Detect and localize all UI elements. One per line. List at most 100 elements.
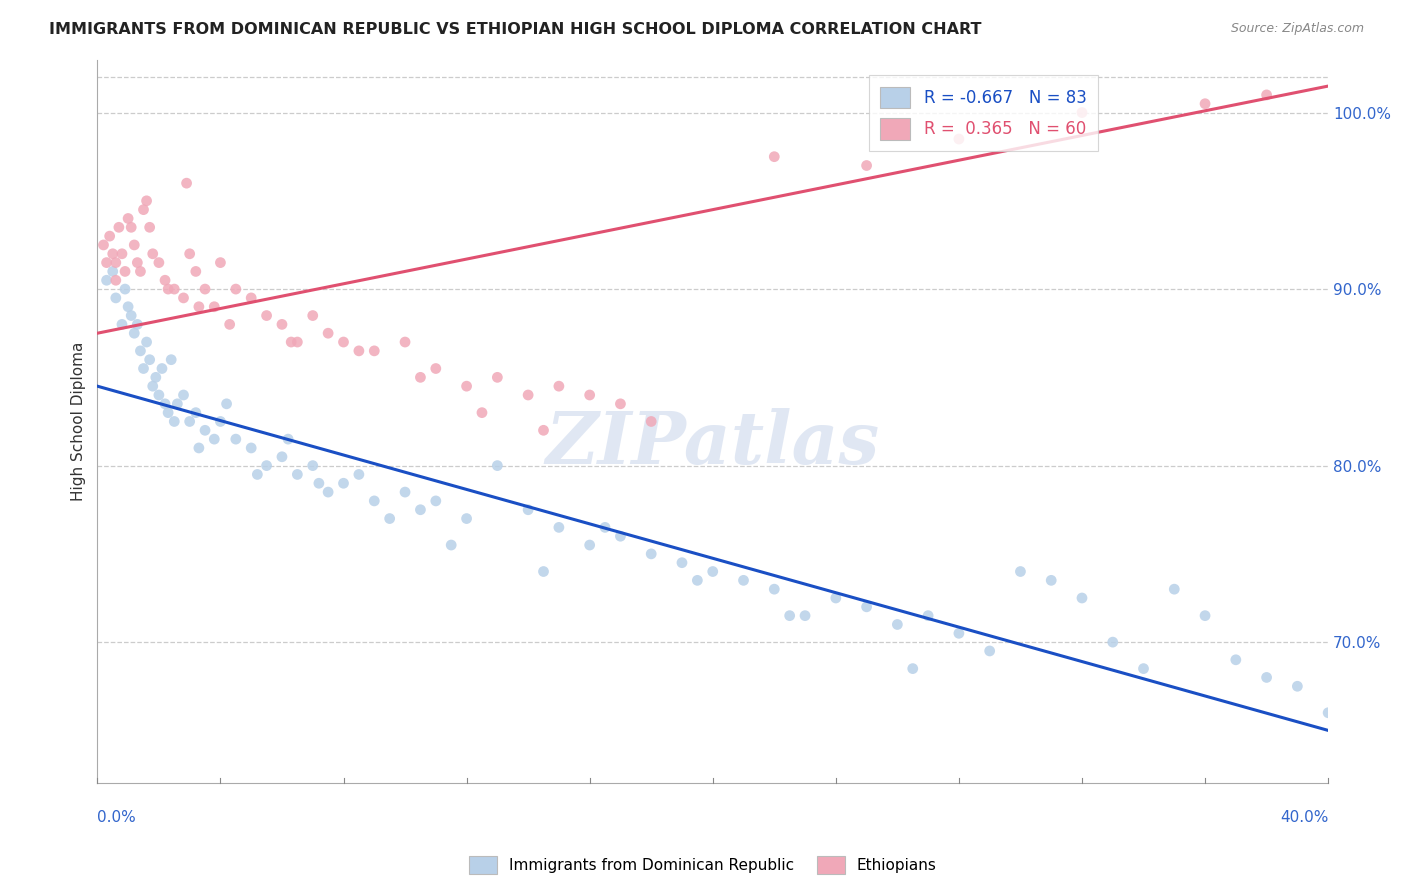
Point: [1286, 679, 1309, 693]
Point: [104, 255, 127, 269]
Point: [763, 582, 786, 597]
Point: [301, 458, 323, 473]
Text: Source: ZipAtlas.com: Source: ZipAtlas.com: [1230, 22, 1364, 36]
Point: [132, 361, 155, 376]
Point: [301, 309, 323, 323]
Point: [120, 220, 142, 235]
Point: [163, 282, 186, 296]
Point: [280, 334, 302, 349]
Point: [378, 511, 401, 525]
Point: [96, 273, 118, 287]
Point: [218, 318, 240, 332]
Point: [548, 520, 571, 534]
Point: [948, 132, 970, 146]
Point: [855, 599, 877, 614]
Point: [271, 450, 294, 464]
Point: [148, 255, 170, 269]
Point: [166, 397, 188, 411]
Point: [127, 255, 149, 269]
Point: [108, 220, 131, 235]
Point: [517, 502, 540, 516]
Point: [104, 273, 127, 287]
Point: [138, 220, 160, 235]
Point: [176, 176, 198, 190]
Point: [1194, 96, 1216, 111]
Point: [209, 255, 232, 269]
Point: [824, 591, 846, 605]
Point: [194, 282, 217, 296]
Point: [150, 361, 173, 376]
Text: IMMIGRANTS FROM DOMINICAN REPUBLIC VS ETHIOPIAN HIGH SCHOOL DIPLOMA CORRELATION : IMMIGRANTS FROM DOMINICAN REPUBLIC VS ET…: [49, 22, 981, 37]
Point: [409, 502, 432, 516]
Text: 0.0%: 0.0%: [97, 810, 136, 825]
Point: [209, 415, 232, 429]
Point: [120, 309, 142, 323]
Point: [157, 406, 180, 420]
Point: [948, 626, 970, 640]
Point: [225, 282, 247, 296]
Point: [686, 574, 709, 588]
Legend: R = -0.667   N = 83, R =  0.365   N = 60: R = -0.667 N = 83, R = 0.365 N = 60: [869, 75, 1098, 152]
Point: [702, 565, 724, 579]
Point: [1194, 608, 1216, 623]
Point: [425, 494, 447, 508]
Point: [425, 361, 447, 376]
Point: [129, 264, 152, 278]
Text: ZIPatlas: ZIPatlas: [546, 408, 880, 479]
Point: [316, 326, 339, 341]
Point: [124, 238, 146, 252]
Point: [101, 264, 124, 278]
Point: [240, 291, 263, 305]
Point: [135, 194, 157, 208]
Point: [101, 247, 124, 261]
Legend: Immigrants from Dominican Republic, Ethiopians: Immigrants from Dominican Republic, Ethi…: [463, 850, 943, 880]
Point: [979, 644, 1001, 658]
Point: [316, 485, 339, 500]
Point: [394, 485, 416, 500]
Point: [1256, 670, 1278, 684]
Point: [96, 255, 118, 269]
Point: [609, 529, 631, 543]
Point: [794, 608, 817, 623]
Point: [440, 538, 463, 552]
Point: [486, 370, 509, 384]
Point: [93, 238, 115, 252]
Point: [117, 300, 139, 314]
Point: [184, 264, 207, 278]
Point: [285, 334, 308, 349]
Point: [127, 318, 149, 332]
Point: [145, 370, 167, 384]
Point: [409, 370, 432, 384]
Point: [111, 318, 134, 332]
Point: [148, 388, 170, 402]
Point: [671, 556, 693, 570]
Point: [733, 574, 755, 588]
Point: [114, 264, 136, 278]
Point: [187, 441, 209, 455]
Point: [163, 415, 186, 429]
Y-axis label: High School Diploma: High School Diploma: [72, 342, 86, 501]
Point: [179, 415, 201, 429]
Point: [111, 247, 134, 261]
Point: [456, 379, 478, 393]
Point: [225, 432, 247, 446]
Point: [901, 662, 924, 676]
Point: [533, 423, 555, 437]
Point: [779, 608, 801, 623]
Point: [256, 458, 278, 473]
Point: [246, 467, 269, 482]
Point: [153, 273, 176, 287]
Point: [215, 397, 238, 411]
Point: [1010, 565, 1032, 579]
Point: [640, 415, 662, 429]
Point: [179, 247, 201, 261]
Point: [277, 432, 299, 446]
Point: [347, 467, 370, 482]
Point: [486, 458, 509, 473]
Point: [917, 608, 939, 623]
Point: [135, 334, 157, 349]
Point: [240, 441, 263, 455]
Point: [1256, 87, 1278, 102]
Point: [363, 494, 385, 508]
Point: [124, 326, 146, 341]
